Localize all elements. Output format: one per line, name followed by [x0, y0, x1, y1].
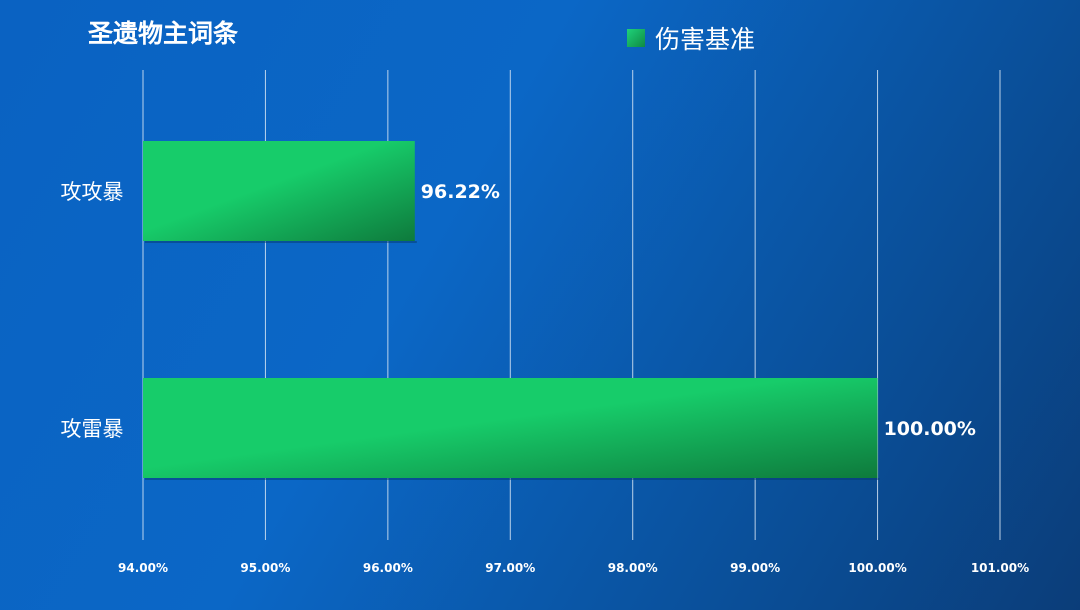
x-tick-label: 94.00% [118, 561, 168, 575]
x-tick-label: 99.00% [730, 561, 780, 575]
x-tick-label: 98.00% [608, 561, 658, 575]
legend-swatch [627, 29, 645, 47]
x-tick-label: 100.00% [848, 561, 906, 575]
data-label: 100.00% [884, 418, 976, 440]
bar [143, 141, 415, 241]
x-tick-label: 95.00% [240, 561, 290, 575]
x-tick-label: 101.00% [971, 561, 1029, 575]
x-tick-label: 96.00% [363, 561, 413, 575]
data-label: 96.22% [421, 181, 500, 203]
x-tick-label: 97.00% [485, 561, 535, 575]
legend-label: 伤害基准 [655, 25, 756, 54]
legend: 伤害基准 [627, 22, 755, 54]
bar [143, 378, 878, 478]
bar-shadow [145, 241, 417, 243]
category-label: 攻攻暴 [61, 180, 124, 204]
chart-title: 圣遗物主词条 [88, 19, 239, 48]
bar-shadow [145, 478, 880, 480]
category-label: 攻雷暴 [61, 417, 124, 441]
